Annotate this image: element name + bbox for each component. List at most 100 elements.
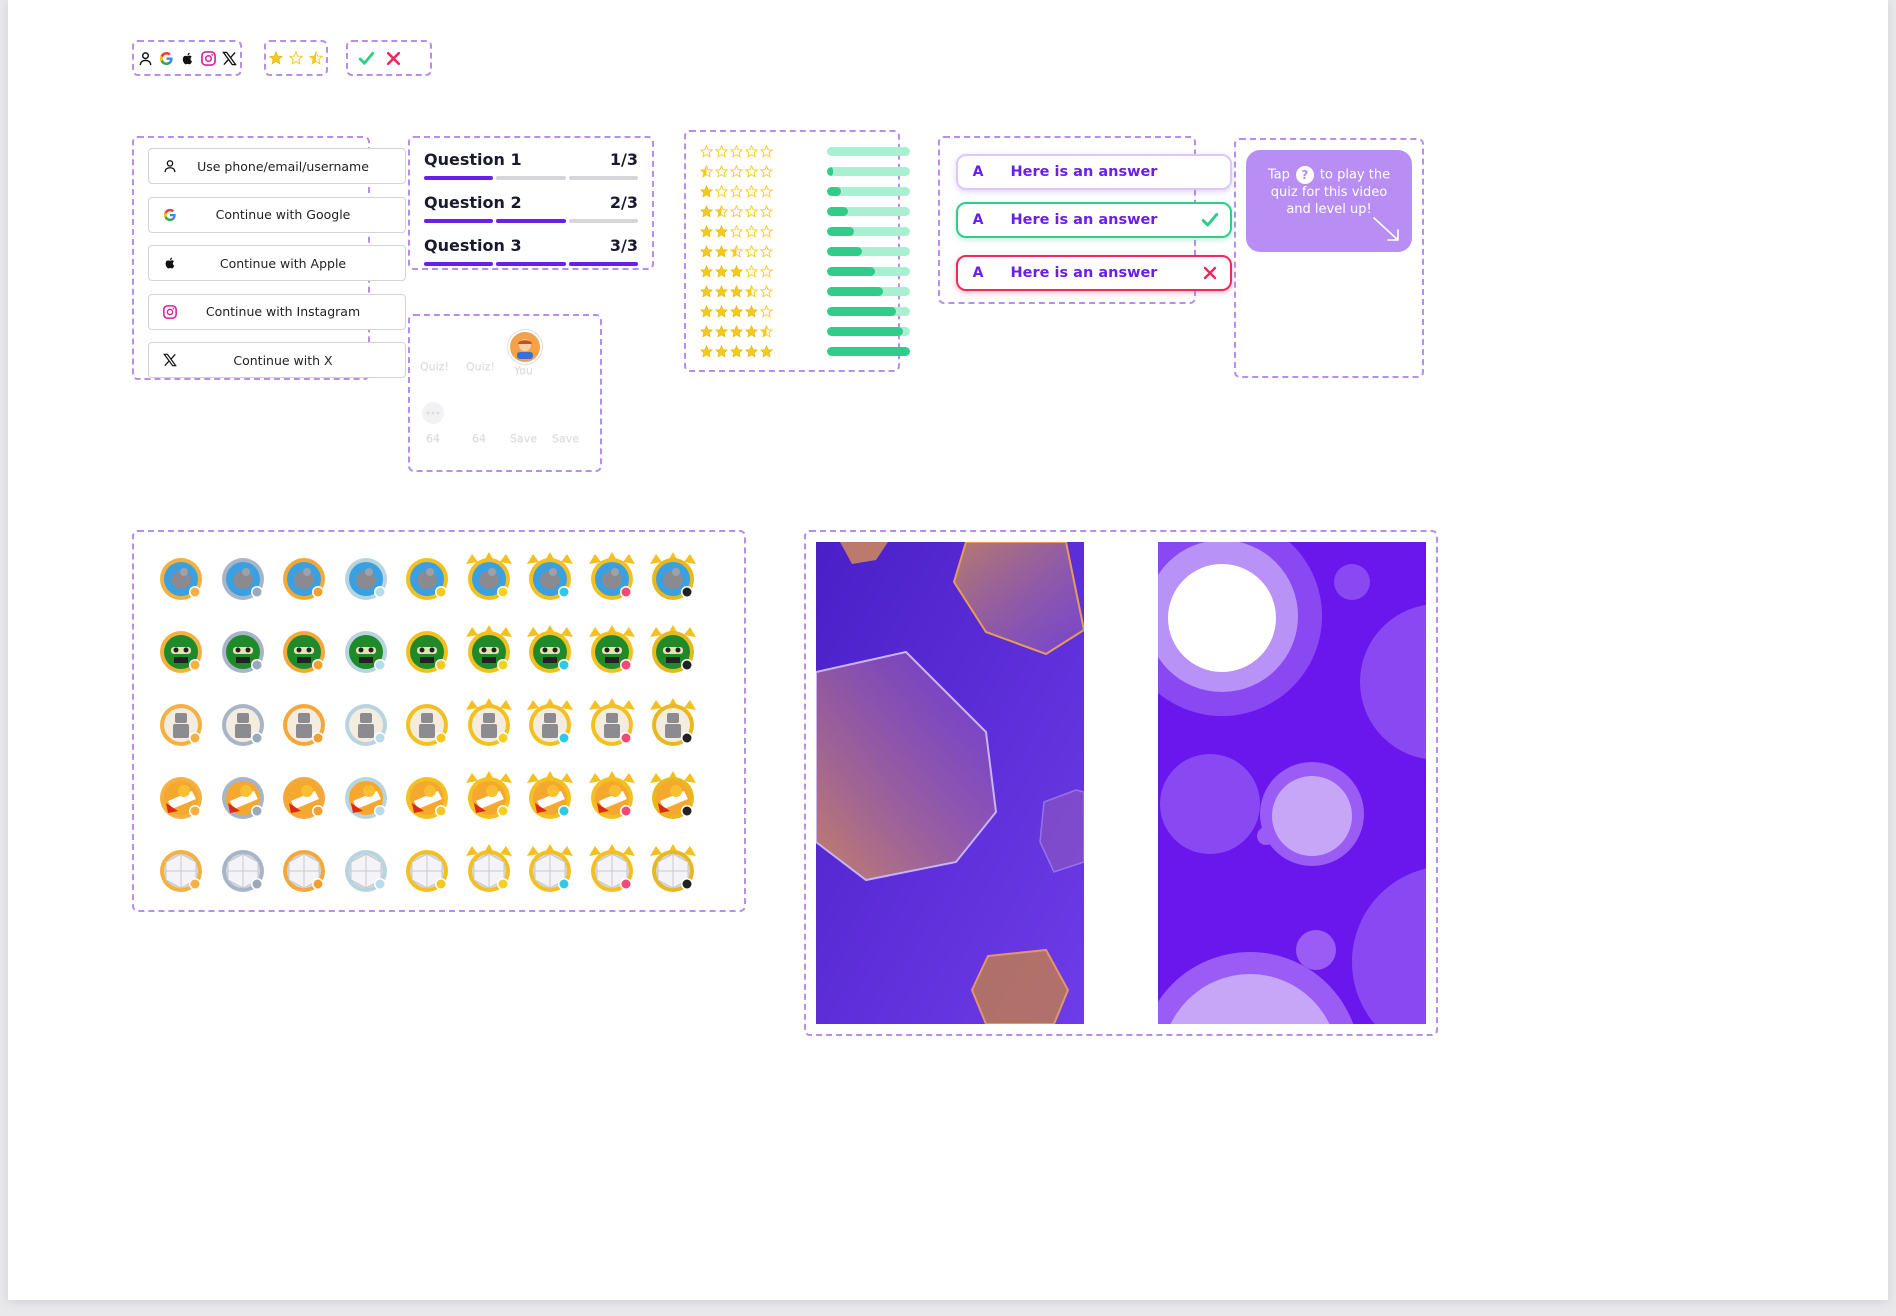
star-full-icon (700, 324, 713, 338)
instagram-icon (200, 50, 216, 66)
star-empty-icon (760, 164, 773, 178)
login-button[interactable]: Use phone/email/username (148, 148, 406, 184)
badge-matrix-hacker-diamond-winged[interactable] (523, 623, 577, 677)
badge-quilted-pattern-gold-winged[interactable] (462, 842, 516, 896)
badge-robot-chicken-legend-winged[interactable] (646, 550, 700, 604)
badge-matrix-hacker-ruby-winged[interactable] (585, 623, 639, 677)
rating-bar (826, 326, 910, 336)
rating-row (700, 142, 910, 160)
badge-steel-robot-gold[interactable] (277, 696, 331, 750)
badge-matrix-hacker-bronze[interactable] (154, 623, 208, 677)
star-rating (700, 264, 797, 278)
star-empty-icon (745, 164, 758, 178)
star-empty-icon (730, 164, 743, 178)
badge-robot-chicken-bronze[interactable] (154, 550, 208, 604)
badge-steel-robot-gold-plus[interactable] (400, 696, 454, 750)
badge-steel-robot-diamond[interactable] (339, 696, 393, 750)
badge-robot-chicken-ruby-winged[interactable] (585, 550, 639, 604)
badge-matrix-hacker-gold-winged[interactable] (462, 623, 516, 677)
question-title: Question 3 (424, 236, 522, 255)
instagram-icon (149, 304, 191, 319)
badge-quilted-pattern-gold-plus[interactable] (400, 842, 454, 896)
badge-racing-car-gold-winged[interactable] (462, 769, 516, 823)
progress-segment (424, 219, 494, 223)
question-progress: Question 3 3/3 (424, 236, 638, 276)
user-icon (138, 51, 153, 66)
badge-robot-chicken-diamond[interactable] (339, 550, 393, 604)
badge-robot-chicken-gold[interactable] (277, 550, 331, 604)
star-empty-icon (715, 164, 728, 178)
badge-quilted-pattern-diamond-winged[interactable] (523, 842, 577, 896)
badge-steel-robot-diamond-winged[interactable] (523, 696, 577, 750)
badge-robot-chicken-silver[interactable] (216, 550, 270, 604)
star-rating (700, 184, 797, 198)
star-full-icon (730, 284, 743, 298)
badge-racing-car-ruby-winged[interactable] (585, 769, 639, 823)
star-full-icon (700, 204, 713, 218)
answer-option-wrong[interactable]: A Here is an answer (956, 255, 1232, 291)
login-button[interactable]: Continue with Google (148, 196, 406, 233)
x-icon (149, 353, 191, 367)
login-button-label: Continue with X (233, 352, 333, 368)
avatar[interactable] (508, 330, 542, 364)
star-empty-icon (760, 204, 773, 218)
login-button[interactable]: Continue with X (148, 342, 406, 378)
rating-bar (826, 226, 910, 236)
badge-steel-robot-ruby-winged[interactable] (585, 696, 639, 750)
rating-row (700, 322, 910, 340)
badge-racing-car-legend-winged[interactable] (646, 769, 700, 823)
star-empty-icon (715, 144, 728, 158)
progress-segment (424, 176, 494, 180)
star-icon-strip (264, 40, 328, 76)
badge-matrix-hacker-diamond[interactable] (339, 623, 393, 677)
question-progress-panel: Question 1 1/3 Question 2 2/3 Question 3 3/3 (408, 136, 654, 270)
star-full-icon (700, 304, 713, 318)
badge-steel-robot-gold-winged[interactable] (462, 696, 516, 750)
quiz-tooltip[interactable]: Tap? to play the quiz for this video and … (1246, 150, 1412, 252)
comment-icon[interactable] (422, 402, 444, 424)
badge-robot-chicken-gold-winged[interactable] (462, 550, 516, 604)
question-progress: Question 2 2/3 (424, 193, 638, 233)
badge-quilted-pattern-ruby-winged[interactable] (585, 842, 639, 896)
answer-text: Here is an answer (1010, 265, 1158, 281)
question-title: Question 1 (424, 150, 522, 169)
badge-steel-robot-bronze[interactable] (154, 696, 208, 750)
ghost-label: Quiz! (420, 360, 449, 373)
badge-racing-car-diamond-winged[interactable] (523, 769, 577, 823)
answer-option-correct[interactable]: A Here is an answer (956, 202, 1232, 238)
badge-steel-robot-silver[interactable] (216, 696, 270, 750)
badge-quilted-pattern-gold[interactable] (277, 842, 331, 896)
badge-quilted-pattern-bronze[interactable] (154, 842, 208, 896)
rating-bar (826, 346, 910, 356)
star-rating (700, 304, 797, 318)
badge-racing-car-bronze[interactable] (154, 769, 208, 823)
login-button[interactable]: Continue with Apple (148, 245, 406, 281)
star-empty-icon (730, 144, 743, 158)
answer-option-default[interactable]: A Here is an answer (956, 154, 1232, 190)
badge-quilted-pattern-legend-winged[interactable] (646, 842, 700, 896)
login-button-label: Continue with Google (215, 207, 351, 222)
badge-racing-car-gold-plus[interactable] (400, 769, 454, 823)
rating-scale-panel (684, 130, 910, 372)
badge-quilted-pattern-silver[interactable] (216, 842, 270, 896)
badge-quilted-pattern-diamond[interactable] (339, 842, 393, 896)
badge-robot-chicken-gold-plus[interactable] (400, 550, 454, 604)
badge-matrix-hacker-gold[interactable] (277, 623, 331, 677)
star-full-icon (715, 344, 728, 358)
progress-segments (424, 176, 638, 180)
badge-matrix-hacker-gold-plus[interactable] (400, 623, 454, 677)
badge-matrix-hacker-silver[interactable] (216, 623, 270, 677)
answer-states-panel: A Here is an answer A Here is an answer A Her… (938, 136, 1232, 304)
badge-racing-car-diamond[interactable] (339, 769, 393, 823)
badge-racing-car-gold[interactable] (277, 769, 331, 823)
badge-matrix-hacker-legend-winged[interactable] (646, 623, 700, 677)
login-button[interactable]: Continue with Instagram (148, 293, 406, 330)
badge-robot-chicken-diamond-winged[interactable] (523, 550, 577, 604)
progress-segments (424, 262, 638, 266)
badge-racing-car-silver[interactable] (216, 769, 270, 823)
star-full-icon (700, 184, 713, 198)
star-empty-icon (760, 144, 773, 158)
rating-bar-fill (826, 166, 834, 176)
rating-bar (826, 266, 910, 276)
badge-steel-robot-legend-winged[interactable] (646, 696, 700, 750)
